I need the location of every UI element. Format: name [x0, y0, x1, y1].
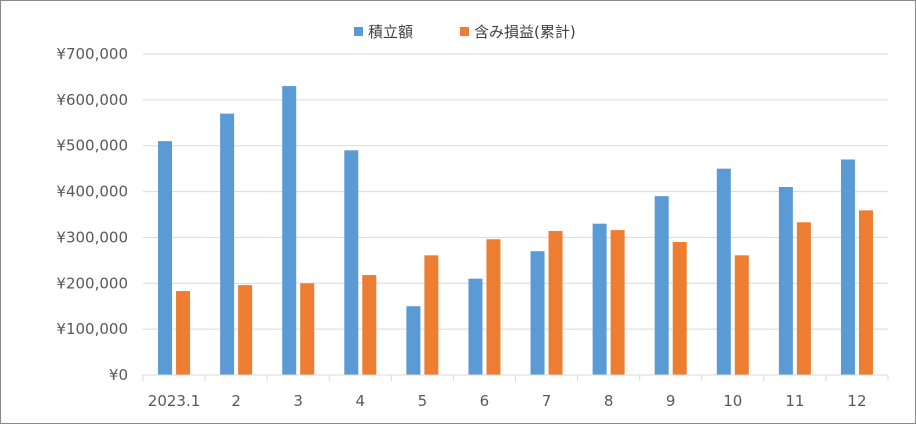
bar-gain — [486, 239, 501, 375]
x-tick-label: 2023.1 — [148, 392, 201, 410]
y-axis: ¥0 ¥100,000 ¥200,000 ¥300,000 ¥400,000 ¥500,0… — [56, 45, 128, 384]
x-tick-label: 6 — [480, 392, 490, 410]
bar-gain — [858, 210, 873, 375]
bar-contribution — [282, 86, 297, 375]
bar-gain — [176, 291, 191, 375]
bar-contribution — [654, 196, 669, 375]
y-tick-label: ¥500,000 — [56, 137, 128, 155]
legend: 積立額 含み損益(累計) — [354, 23, 576, 41]
bar-contribution — [158, 141, 173, 375]
bar-contribution — [530, 251, 545, 375]
bar-contribution — [406, 306, 421, 375]
gridlines — [143, 53, 888, 376]
legend-label-gain: 含み損益(累計) — [474, 23, 576, 41]
y-tick-label: ¥100,000 — [56, 320, 128, 338]
bar-gain — [238, 285, 253, 375]
x-tick-label: 8 — [604, 392, 614, 410]
bar-gain — [796, 222, 811, 375]
y-tick-label: ¥0 — [109, 366, 128, 384]
x-tick-label: 11 — [785, 392, 804, 410]
x-tick-label: 3 — [293, 392, 303, 410]
bar-gain — [548, 231, 563, 375]
bars — [158, 86, 873, 375]
bar-contribution — [778, 186, 793, 375]
bar-gain — [362, 275, 377, 375]
bar-gain — [672, 242, 687, 375]
x-axis: 2023.1 2 3 4 5 6 7 8 9 10 11 12 — [142, 374, 889, 410]
y-tick-label: ¥400,000 — [56, 183, 128, 201]
bar-contribution — [592, 223, 607, 375]
x-tick-label: 10 — [723, 392, 742, 410]
bar-gain — [300, 283, 315, 375]
x-tick-label: 4 — [356, 392, 366, 410]
bar-gain — [734, 255, 749, 375]
bar-contribution — [344, 150, 359, 375]
bar-contribution — [468, 278, 483, 375]
y-tick-label: ¥300,000 — [56, 228, 128, 246]
x-tick-label: 7 — [542, 392, 552, 410]
bar-gain — [424, 255, 439, 375]
x-tick-label: 5 — [418, 392, 428, 410]
y-tick-label: ¥600,000 — [56, 91, 128, 109]
bar-contribution — [220, 113, 235, 375]
bar-contribution — [716, 168, 731, 375]
legend-swatch-contribution — [354, 27, 363, 36]
y-tick-label: ¥700,000 — [56, 45, 128, 63]
y-tick-label: ¥200,000 — [56, 274, 128, 292]
x-tick-label: 12 — [847, 392, 866, 410]
legend-label-contribution: 積立額 — [368, 23, 413, 41]
bar-contribution — [840, 159, 855, 375]
legend-swatch-gain — [460, 27, 469, 36]
x-tick-label: 9 — [666, 392, 676, 410]
bar-gain — [610, 230, 625, 375]
x-tick-label: 2 — [231, 392, 241, 410]
